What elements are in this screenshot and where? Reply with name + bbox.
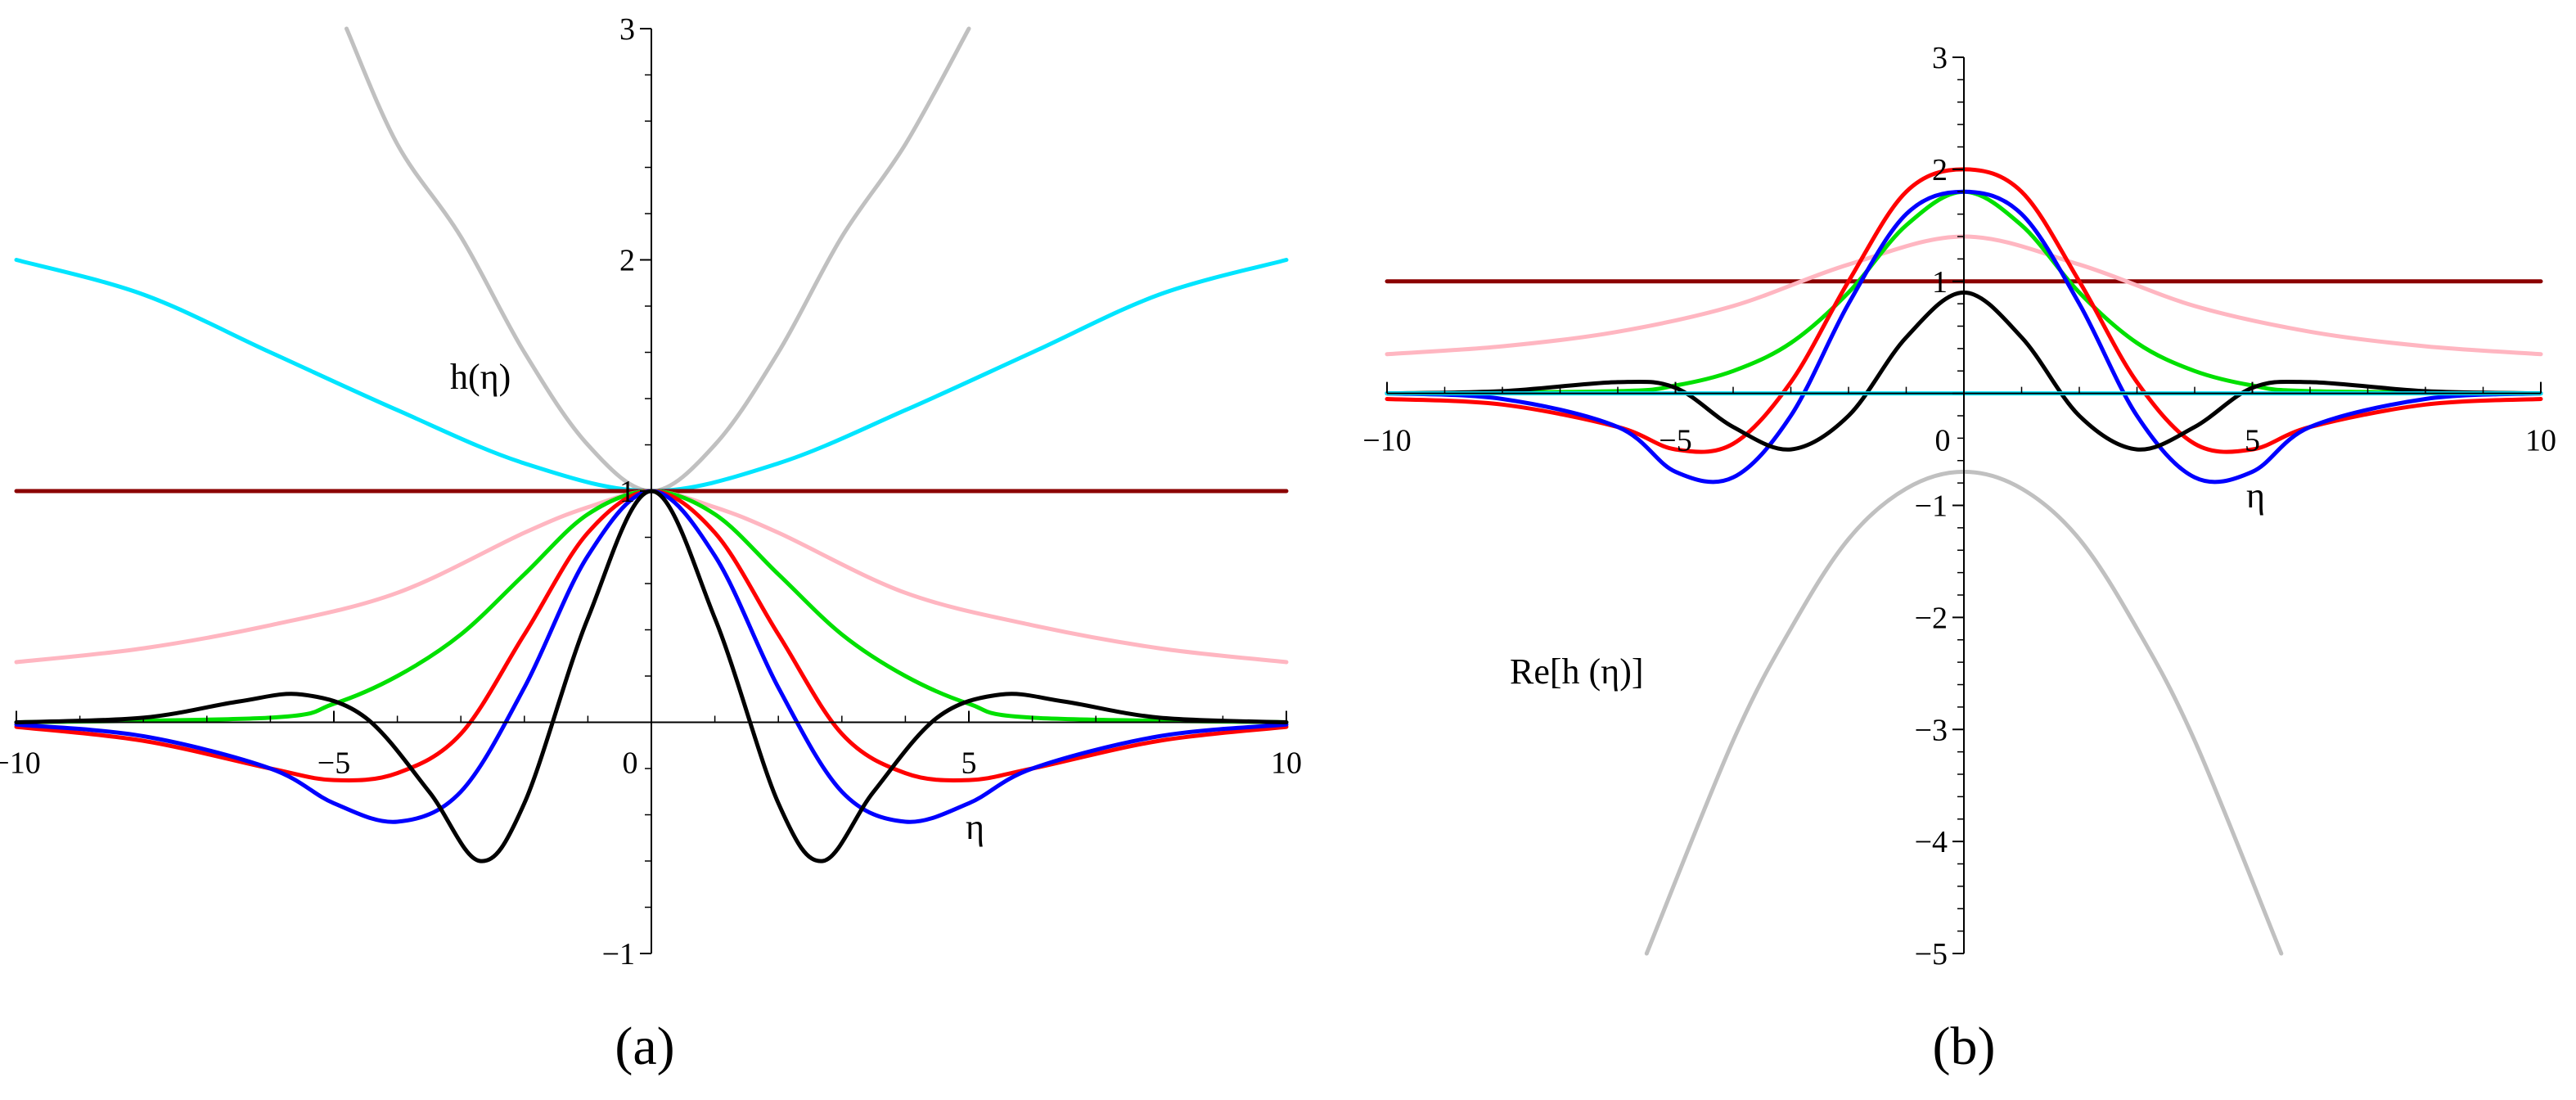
panel-a-x-axis-label: η — [966, 807, 984, 847]
panel-b-label: (b) — [1933, 1017, 1996, 1076]
y-tick-label: −4 — [1915, 825, 1948, 859]
y-tick-label: −2 — [1915, 601, 1948, 635]
x-tick-label: −10 — [1362, 424, 1411, 458]
y-tick-label: −1 — [1915, 489, 1948, 524]
y-tick-label: 2 — [1932, 153, 1948, 187]
y-tick-label: 3 — [1932, 41, 1948, 75]
panel-a-y-axis-label: h(η) — [450, 357, 511, 397]
y-tick-label: −5 — [1915, 937, 1948, 972]
panel-b-x-axis-label: η — [2246, 476, 2265, 516]
x-tick-label: 5 — [2245, 424, 2260, 458]
x-tick-label: −5 — [317, 746, 350, 781]
y-tick-label: 1 — [619, 475, 635, 509]
panel-a: −10 −5 0 5 10 −1 1 2 3 h(η) η (a) — [0, 12, 1302, 1076]
x-tick-label: −5 — [1659, 424, 1691, 458]
x-tick-label: 5 — [961, 746, 977, 781]
x-tick-label: 10 — [2525, 424, 2556, 458]
x-tick-label: 0 — [623, 746, 638, 781]
panel-b: −10 −5 0 5 10 −5 −4 −3 −2 −1 1 2 3 Re[h (η)] η (b) — [1362, 41, 2556, 1076]
y-tick-label: 2 — [619, 244, 635, 278]
y-tick-label: 3 — [619, 12, 635, 47]
y-tick-label: −1 — [602, 937, 635, 972]
y-tick-label: 1 — [1932, 265, 1948, 300]
panel-a-label: (a) — [615, 1017, 674, 1076]
panel-b-axes: −10 −5 0 5 10 −5 −4 −3 −2 −1 1 2 3 — [1362, 41, 2556, 972]
panel-a-axes: −10 −5 0 5 10 −1 1 2 3 — [0, 12, 1302, 972]
panel-b-y-axis-label: Re[h (η)] — [1510, 651, 1644, 692]
y-tick-label: −3 — [1915, 713, 1948, 747]
x-tick-label: −10 — [0, 746, 41, 781]
x-tick-label: 10 — [1271, 746, 1302, 781]
x-tick-label: 0 — [1935, 424, 1951, 458]
